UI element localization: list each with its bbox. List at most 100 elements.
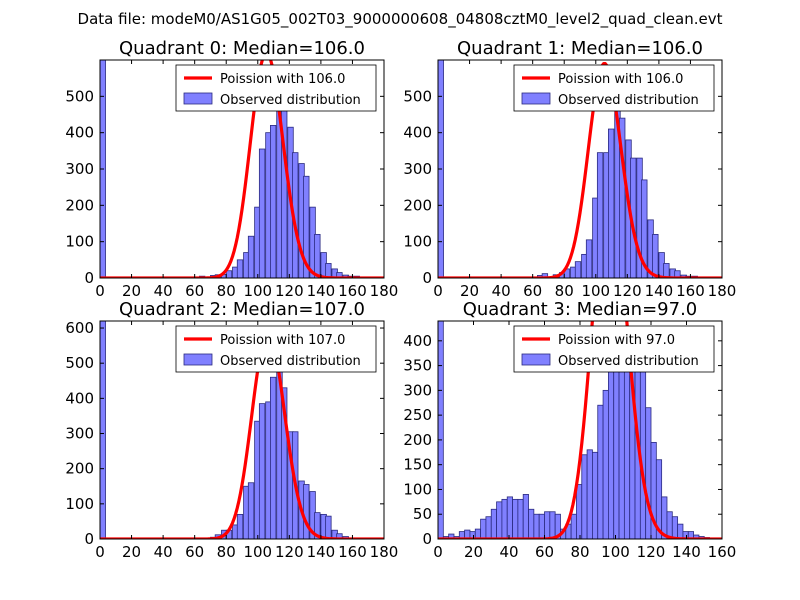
legend-bar-swatch — [183, 353, 213, 366]
x-tick-label: 80 — [217, 543, 236, 561]
histogram-bar — [225, 270, 233, 278]
legend-label-poisson: Poission with 107.0 — [220, 333, 345, 348]
y-tick-label: 0 — [84, 269, 94, 287]
histogram-bar — [438, 321, 444, 539]
histogram-bar — [269, 376, 277, 539]
histogram-bar — [501, 498, 508, 539]
histogram-bar — [677, 523, 684, 539]
histogram-bar — [581, 454, 588, 539]
histogram-bar — [533, 513, 540, 539]
legend-label-observed: Observed distribution — [558, 354, 699, 369]
histogram-bar — [549, 511, 556, 539]
histogram-bar — [597, 404, 604, 539]
x-tick-label: 80 — [555, 282, 574, 300]
histogram-bar — [325, 515, 332, 539]
y-tick-label: 50 — [413, 505, 432, 523]
x-tick-label: 120 — [613, 282, 642, 300]
x-tick-label: 120 — [275, 282, 304, 300]
histogram-bar — [506, 496, 513, 539]
histogram-bar — [538, 513, 545, 539]
histogram-bar — [485, 516, 492, 539]
x-tick-label: 0 — [433, 543, 443, 561]
histogram-bar — [666, 511, 673, 539]
panel-quadrant-0: 0 20 40 60 80 100 120 140 160 1800100200300400500… — [65, 38, 398, 300]
histogram-bar — [269, 125, 277, 278]
x-tick-label: 180 — [708, 282, 737, 300]
histogram-bar — [490, 508, 497, 539]
x-tick-label: 160 — [676, 282, 705, 300]
legend-label-observed: Observed distribution — [220, 93, 361, 108]
x-tick-label: 20 — [460, 282, 479, 300]
panel-quadrant-3: 0 20 40 60 80 100 120 140 160 0 50 100 150 200 250 300 3… — [403, 299, 737, 561]
x-tick-label: 40 — [154, 543, 173, 561]
panel-quadrant-1: 0 20 40 60 80 100 120 140 160 1800100200300400500… — [403, 38, 736, 300]
legend-bar-swatch — [521, 353, 551, 366]
x-tick-label: 100 — [243, 543, 272, 561]
histogram-bar — [480, 518, 487, 539]
histogram-bar — [517, 498, 524, 539]
histogram-bar — [586, 449, 593, 539]
x-tick-label: 40 — [499, 543, 518, 561]
histogram-bar — [619, 117, 626, 278]
histogram-bar — [528, 508, 535, 539]
figure-title: Data file: modeM0/AS1G05_002T03_90000006… — [78, 10, 723, 29]
histogram-bar — [652, 233, 659, 278]
panel-title: Quadrant 0: Median=106.0 — [119, 38, 365, 59]
x-tick-label: 180 — [370, 543, 399, 561]
histogram-bar — [236, 259, 244, 278]
y-tick-label: 300 — [403, 381, 432, 399]
y-tick-label: 400 — [65, 389, 94, 407]
histogram-bar — [258, 148, 266, 278]
x-tick-label: 20 — [122, 543, 141, 561]
x-tick-label: 60 — [185, 282, 204, 300]
x-tick-label: 160 — [708, 543, 737, 561]
plot-area — [438, 321, 722, 539]
histogram-bar — [281, 387, 288, 539]
x-tick-label: 120 — [275, 543, 304, 561]
panel-title: Quadrant 1: Median=106.0 — [457, 38, 703, 59]
x-tick-label: 160 — [338, 543, 367, 561]
y-tick-label: 350 — [403, 357, 432, 375]
histogram-bar — [100, 321, 106, 539]
x-tick-label: 0 — [433, 282, 443, 300]
x-tick-label: 100 — [581, 282, 610, 300]
legend: Poission with 107.0 Observed distribution — [175, 325, 377, 373]
y-tick-label: 500 — [65, 87, 94, 105]
histogram-bar — [496, 501, 503, 539]
y-tick-label: 200 — [403, 196, 432, 214]
legend-label-observed: Observed distribution — [220, 354, 361, 369]
x-tick-label: 60 — [535, 543, 554, 561]
x-tick-label: 100 — [243, 282, 272, 300]
panel-title: Quadrant 3: Median=97.0 — [463, 299, 698, 320]
y-tick-label: 300 — [65, 425, 94, 443]
histogram-bar — [247, 482, 255, 539]
y-tick-label: 300 — [403, 160, 432, 178]
histogram-bar — [623, 350, 631, 539]
panel-title: Quadrant 2: Median=107.0 — [119, 299, 365, 320]
axes-frame — [99, 320, 385, 540]
legend-label-observed: Observed distribution — [558, 93, 699, 108]
x-tick-label: 80 — [570, 543, 589, 561]
histogram-bar — [674, 270, 681, 278]
histogram-bar — [671, 516, 679, 539]
y-tick-label: 200 — [403, 431, 432, 449]
x-tick-label: 160 — [338, 282, 367, 300]
x-tick-label: 60 — [185, 543, 204, 561]
legend: Poission with 97.0 Observed distribution — [513, 325, 715, 373]
histogram-bar — [512, 498, 519, 539]
y-tick-label: 0 — [84, 530, 94, 548]
y-tick-label: 500 — [65, 354, 94, 372]
histogram-bar — [663, 263, 670, 278]
histogram-bar — [258, 403, 266, 539]
histogram-bar — [336, 533, 343, 539]
x-tick-label: 140 — [645, 282, 674, 300]
histogram-bar — [236, 513, 244, 539]
y-tick-label: 250 — [403, 406, 432, 424]
x-tick-label: 0 — [95, 282, 105, 300]
x-tick-label: 80 — [217, 282, 236, 300]
histogram-bar — [639, 360, 647, 539]
histogram-bar — [592, 451, 599, 539]
y-tick-label: 100 — [403, 480, 432, 498]
y-tick-label: 200 — [65, 196, 94, 214]
legend-bar-swatch — [183, 92, 213, 105]
